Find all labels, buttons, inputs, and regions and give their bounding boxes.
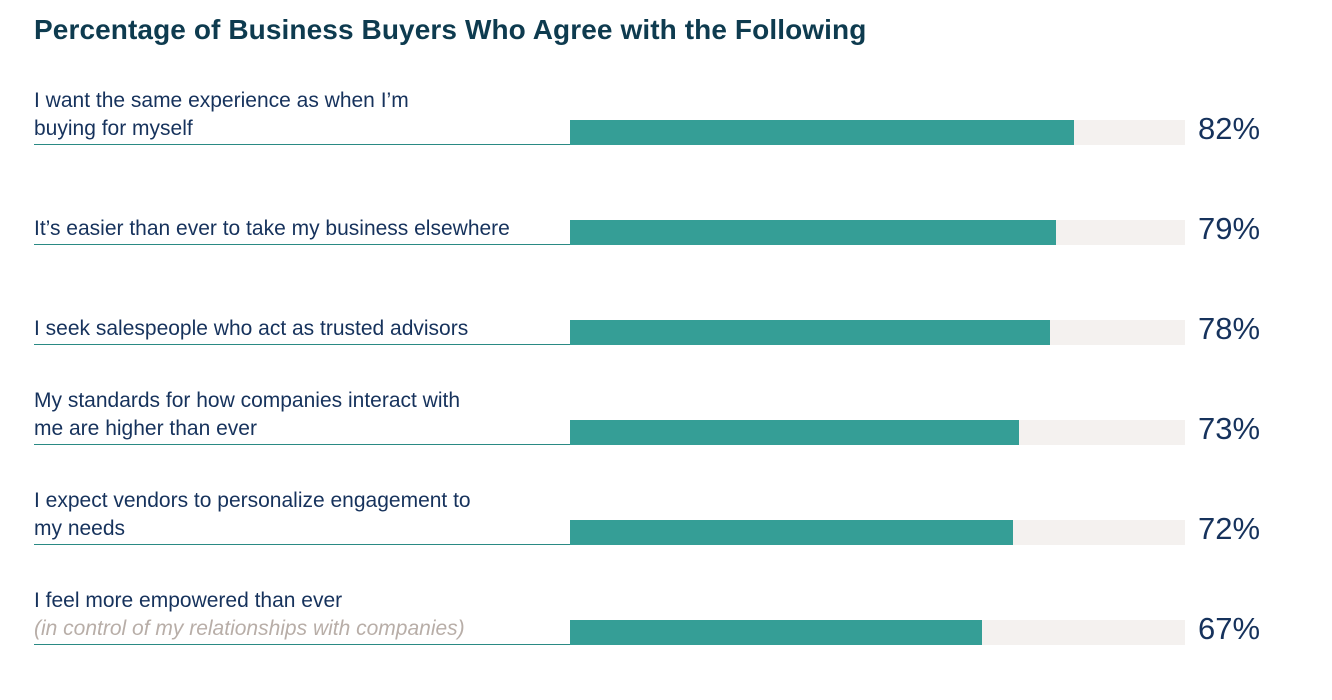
category-label: My standards for how companies interact … xyxy=(34,387,474,443)
category-label-text: It’s easier than ever to take my busines… xyxy=(34,217,510,240)
bar-row: I seek salespeople who act as trusted ad… xyxy=(0,285,1332,365)
value-label: 72% xyxy=(1198,511,1261,546)
bar-track xyxy=(570,420,1185,445)
label-underline xyxy=(34,444,570,445)
value-label: 73% xyxy=(1198,411,1261,446)
label-underline xyxy=(34,244,570,245)
label-underline xyxy=(34,644,570,645)
category-label-note: (in control of my relationships with com… xyxy=(34,617,465,640)
bar xyxy=(570,520,1013,545)
bar-track xyxy=(570,120,1185,145)
category-label-text: I feel more empowered than ever xyxy=(34,589,343,612)
category-label: I seek salespeople who act as trusted ad… xyxy=(34,315,534,343)
label-underline xyxy=(34,144,570,145)
category-label-text: My standards for how companies interact … xyxy=(34,389,461,440)
category-label-text: I seek salespeople who act as trusted ad… xyxy=(34,317,469,340)
chart-title: Percentage of Business Buyers Who Agree … xyxy=(34,14,867,45)
bar-track xyxy=(570,620,1185,645)
bar xyxy=(570,120,1075,145)
category-label-text: I expect vendors to personalize engageme… xyxy=(34,489,471,540)
bar-track xyxy=(570,320,1185,345)
value-label: 82% xyxy=(1198,111,1261,146)
label-underline xyxy=(34,544,570,545)
bar-row: I want the same experience as when I’m b… xyxy=(0,85,1332,165)
category-label-text: I want the same experience as when I’m b… xyxy=(34,89,409,140)
bar xyxy=(570,420,1019,445)
category-label: I want the same experience as when I’m b… xyxy=(34,87,454,143)
bar xyxy=(570,220,1056,245)
category-label: I feel more empowered than ever (in cont… xyxy=(34,587,534,643)
bar-row: It’s easier than ever to take my busines… xyxy=(0,185,1332,265)
bar xyxy=(570,320,1050,345)
bar-row: I expect vendors to personalize engageme… xyxy=(0,485,1332,565)
value-label: 67% xyxy=(1198,611,1261,646)
bar-row: I feel more empowered than ever (in cont… xyxy=(0,585,1332,665)
label-underline xyxy=(34,344,570,345)
bar-row: My standards for how companies interact … xyxy=(0,385,1332,465)
bar-track xyxy=(570,220,1185,245)
value-label: 78% xyxy=(1198,311,1261,346)
category-label: I expect vendors to personalize engageme… xyxy=(34,487,494,543)
value-label: 79% xyxy=(1198,211,1261,246)
category-label: It’s easier than ever to take my busines… xyxy=(34,215,534,243)
bar-track xyxy=(570,520,1185,545)
bar xyxy=(570,620,983,645)
